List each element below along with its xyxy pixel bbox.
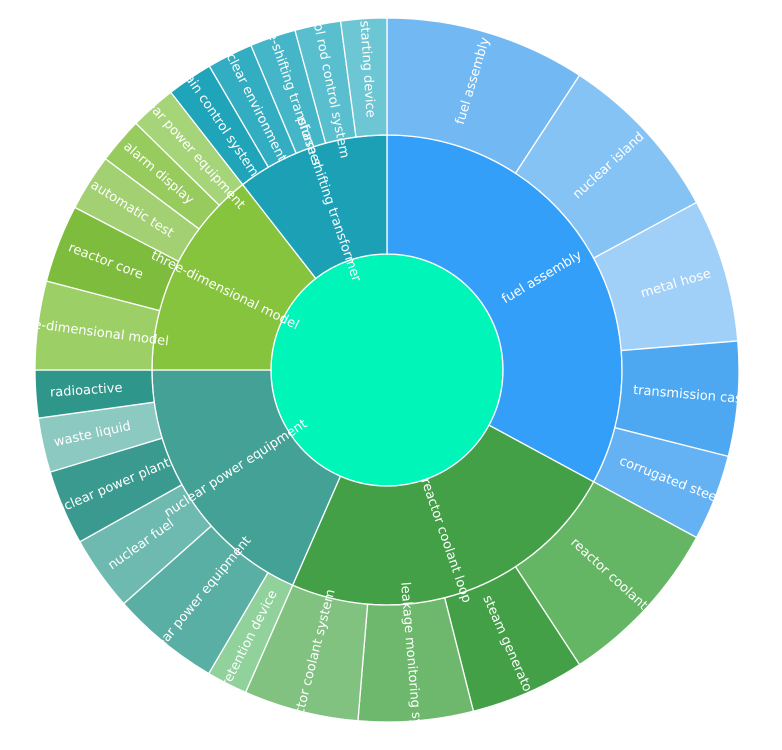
segment-outer-phase-shifting-transformer-starting-device-4[interactable]: [339, 17, 388, 138]
label-outer-radioactive-5: radioactive: [49, 381, 123, 401]
label-outer-starting-device-4: starting device: [356, 20, 377, 118]
sunburst-center[interactable]: [270, 253, 504, 487]
